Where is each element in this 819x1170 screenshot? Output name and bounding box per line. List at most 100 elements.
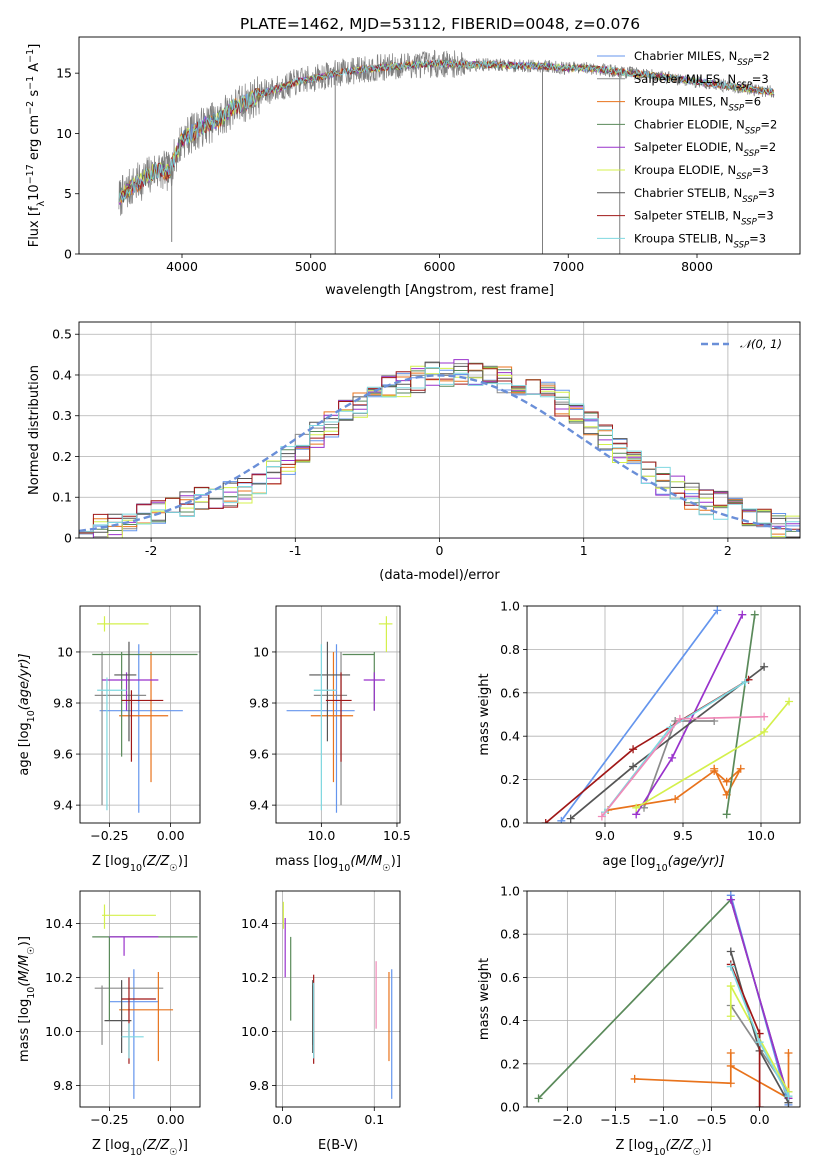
axes-frame bbox=[526, 605, 801, 824]
y-axis-label-part: −2 bbox=[25, 101, 36, 115]
legend-label: Kroupa STELIB, NSSP=3 bbox=[634, 231, 766, 250]
weight-lines bbox=[541, 606, 794, 823]
weight-point bbox=[566, 814, 575, 823]
y-tick-label: 0.8 bbox=[500, 642, 520, 657]
x-axis-label-part: ☉ bbox=[169, 863, 178, 874]
weight-point bbox=[722, 810, 731, 819]
x-axis-label: wavelength [Angstrom, rest frame] bbox=[325, 283, 554, 298]
y-axis-label-part: mass [log bbox=[17, 999, 32, 1062]
x-axis-label-part: (age/yr)] bbox=[668, 854, 725, 869]
weight-point bbox=[750, 610, 759, 619]
weight-point bbox=[534, 1094, 543, 1103]
grid bbox=[527, 605, 800, 824]
x-tick-label: 10.5 bbox=[383, 828, 411, 843]
mass-vs-metallicity-panel: −0.25 0.009.810.010.210.4Z [log10(Z/Z☉)]m… bbox=[17, 890, 201, 1158]
y-tick-label: 9.4 bbox=[249, 798, 269, 813]
x-axis-label-part: )] bbox=[391, 854, 401, 869]
y-axis-label: Flux [fλ10−17 erg cm−2 s−1 A−1] bbox=[25, 44, 47, 248]
weight-point bbox=[630, 1074, 639, 1083]
legend-label-name: Kroupa STELIB, N bbox=[634, 231, 734, 245]
legend-label: Chabrier ELODIE, NSSP=2 bbox=[634, 117, 777, 136]
weight-point bbox=[541, 819, 550, 823]
histogram-step bbox=[79, 367, 800, 538]
y-tick-label: 0.1 bbox=[52, 490, 72, 505]
legend-label-sub: SSP bbox=[736, 81, 752, 91]
x-axis-label: Z [log10(Z/Z☉)] bbox=[616, 1138, 712, 1158]
x-axis-label: E(B-V) bbox=[318, 1138, 358, 1153]
y-axis-label: mass weight bbox=[477, 958, 492, 1040]
x-tick-label: −0.25 bbox=[90, 1112, 128, 1127]
y-tick-label: 0.6 bbox=[500, 970, 520, 985]
legend-label-name: Chabrier STELIB, N bbox=[634, 186, 742, 200]
weight-point bbox=[726, 895, 735, 904]
model-spectrum-line bbox=[118, 58, 774, 202]
x-tick-label: 4000 bbox=[166, 259, 198, 274]
x-axis-label-part: 10 bbox=[130, 863, 142, 874]
weight-point bbox=[741, 677, 750, 686]
legend-label: Kroupa ELODIE, NSSP=3 bbox=[634, 163, 769, 182]
legend-label-sub: SSP bbox=[734, 240, 750, 250]
y-tick-label: 10.2 bbox=[45, 970, 73, 985]
y-axis-label-part: age [log bbox=[17, 722, 32, 775]
legend-label-sub: SSP bbox=[744, 149, 760, 159]
legend-label-sub: SSP bbox=[745, 126, 761, 136]
y-tick-label: 10 bbox=[57, 644, 73, 659]
x-tick-label: 0.00 bbox=[157, 1112, 185, 1127]
weight-point bbox=[671, 795, 680, 804]
weight-point bbox=[760, 712, 769, 721]
x-axis-label-part: age [log bbox=[602, 854, 655, 869]
grid bbox=[276, 606, 400, 823]
x-tick-label: −1.0 bbox=[648, 1112, 678, 1127]
weight-line bbox=[729, 899, 790, 1099]
spectrum-legend: Chabrier MILES, NSSP=2 Salpeter MILES, NS… bbox=[597, 49, 777, 250]
x-tick-label: −0.5 bbox=[696, 1112, 726, 1127]
x-axis-label-part: 10 bbox=[130, 1147, 142, 1158]
y-tick-label: 10 bbox=[253, 644, 269, 659]
x-tick-label: 6000 bbox=[424, 259, 456, 274]
x-axis-label-part: (Z/Z bbox=[142, 854, 170, 869]
x-axis-label-part: (Z/Z bbox=[666, 1138, 694, 1153]
y-tick-label: 10.4 bbox=[45, 916, 73, 931]
x-axis-label-part: )] bbox=[701, 1138, 711, 1153]
legend-label: Salpeter MILES, NSSP=3 bbox=[634, 72, 769, 91]
weight-point bbox=[784, 1092, 793, 1101]
x-axis-label-part: )] bbox=[178, 854, 188, 869]
x-axis-label-part: ☉ bbox=[169, 1147, 178, 1158]
y-tick-label: 10 bbox=[56, 126, 72, 141]
weight-point bbox=[597, 812, 606, 821]
legend-label-sub: SSP bbox=[737, 58, 753, 68]
weight-point bbox=[785, 697, 794, 706]
y-tick-label: 10.4 bbox=[241, 916, 269, 931]
y-tick-label: 5 bbox=[64, 186, 72, 201]
y-tick-label: 9.8 bbox=[249, 696, 269, 711]
x-axis-label-part: (M/M bbox=[350, 854, 382, 869]
y-tick-label: 0.6 bbox=[500, 685, 520, 700]
error-bars bbox=[282, 901, 393, 1099]
x-tick-label: -1 bbox=[289, 543, 301, 558]
y-tick-label: 0.4 bbox=[500, 1013, 520, 1028]
x-tick-label: 7000 bbox=[552, 259, 584, 274]
weight-line bbox=[725, 614, 756, 815]
weight-point bbox=[755, 1038, 764, 1047]
legend-label: Chabrier MILES, NSSP=2 bbox=[634, 49, 770, 68]
legend-label-nssp: =3 bbox=[758, 186, 775, 200]
y-axis-label: age [log10(age/yr)] bbox=[17, 653, 37, 775]
x-tick-label: 0.0 bbox=[750, 1112, 770, 1127]
legend-label-sub: SSP bbox=[741, 218, 757, 228]
weight-point bbox=[736, 764, 745, 773]
mass-weight-vs-metallicity-panel: −2.0 −1.5 −1.0 −0.5 0.0 0.0 0.2 0.4 0.6 0.8 1.0 Z [… bbox=[477, 884, 801, 1158]
weight-point bbox=[726, 982, 735, 991]
x-axis-label-part: Z [log bbox=[92, 1138, 130, 1153]
x-tick-label: −0.25 bbox=[90, 828, 128, 843]
legend-label-nssp: =2 bbox=[753, 49, 770, 63]
residual-histogram-panel: -2 -1 0 1 2 0 0.1 0.2 0.3 0.4 0.5 𝒩(0, 1) (data-mode… bbox=[27, 321, 801, 583]
legend-label: Salpeter STELIB, NSSP=3 bbox=[634, 209, 774, 228]
x-tick-label: 0.0 bbox=[272, 1112, 292, 1127]
legend-label-sub: SSP bbox=[736, 172, 752, 182]
x-axis-label-part: ☉ bbox=[693, 1147, 702, 1158]
y-tick-label: 10.0 bbox=[45, 1024, 73, 1039]
weight-point bbox=[784, 1049, 793, 1057]
x-tick-label: 9.0 bbox=[595, 828, 615, 843]
